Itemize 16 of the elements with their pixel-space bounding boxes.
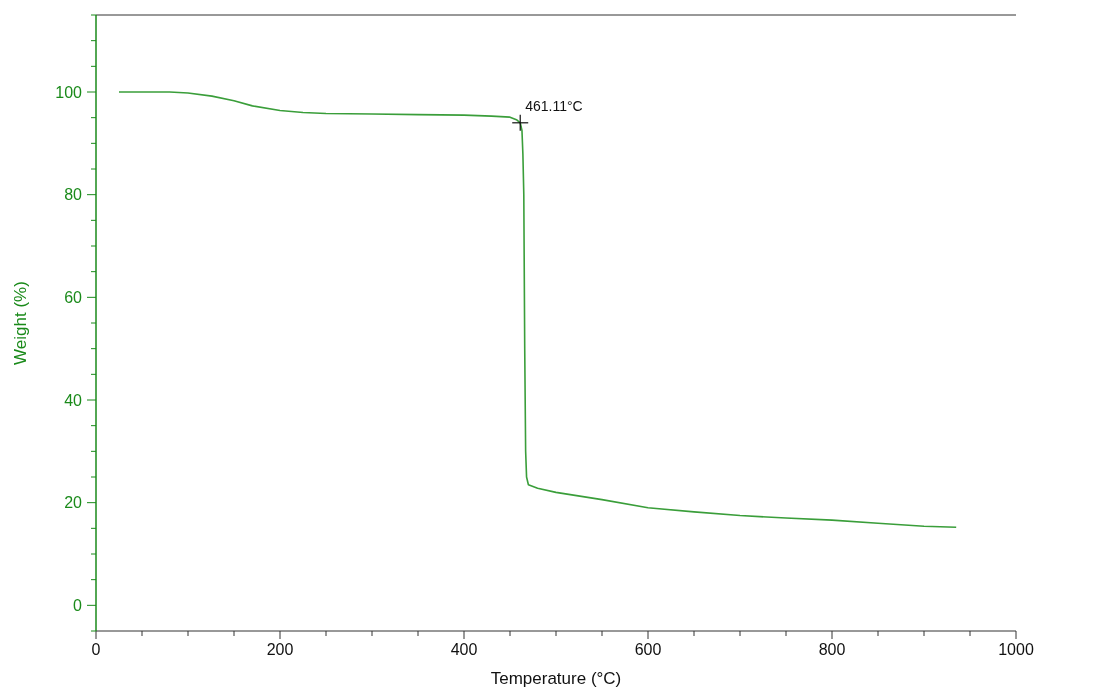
y-tick-label: 40: [64, 391, 83, 409]
y-tick-label: 80: [64, 186, 83, 204]
y-tick-label: 0: [73, 596, 83, 614]
x-tick-label: 800: [818, 641, 846, 658]
x-axis-title: Temperature (°C): [490, 669, 622, 687]
line-series: [118, 91, 957, 529]
y-tick-label: 60: [64, 288, 83, 306]
x-tick-label: 0: [91, 641, 101, 658]
y-axis-title: Weight (%): [11, 281, 30, 365]
x-tick-label: 1000: [998, 641, 1034, 658]
annotation: 461.11°C: [525, 97, 583, 114]
x-tick-label: 200: [266, 641, 294, 658]
x-tick-label: 400: [450, 641, 478, 658]
y-tick-label: 100: [55, 83, 83, 101]
y-tick-label: 20: [64, 494, 83, 512]
x-tick-label: 600: [634, 641, 662, 658]
